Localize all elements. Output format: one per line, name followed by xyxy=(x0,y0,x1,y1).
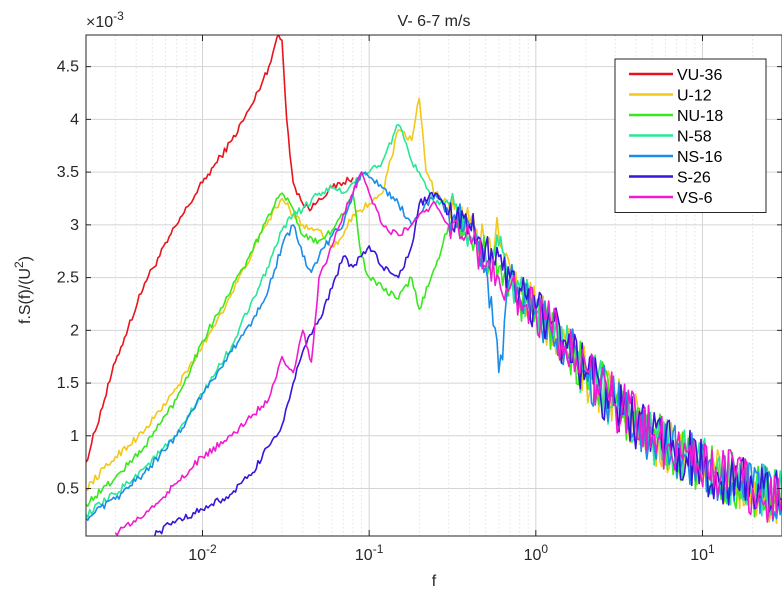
y-axis-label-main: f.S(f)/(U xyxy=(17,268,34,324)
x-tick-base: 10 xyxy=(690,547,708,564)
y-exponent-power: -3 xyxy=(113,9,124,23)
chart-title: V- 6-7 m/s xyxy=(398,13,471,30)
x-tick-base: 10 xyxy=(355,547,373,564)
y-tick-label: 2.5 xyxy=(57,270,79,287)
plot-frame xyxy=(85,34,782,537)
x-tick-exponent: -1 xyxy=(373,542,384,556)
x-tick-exponent: -2 xyxy=(206,542,217,556)
x-tick-base: 10 xyxy=(524,547,542,564)
axis-ticks: 0.511.522.533.544.510-2 10-1 100 101 xyxy=(57,35,782,564)
x-tick-label: 10-1 xyxy=(355,542,384,564)
y-tick-label: 2 xyxy=(70,322,79,339)
legend: VU-36 U-12 NU-18 N-58 NS-16 S-26 VS-6 xyxy=(614,58,767,213)
y-tick-label: 3.5 xyxy=(57,164,79,181)
series-lines xyxy=(86,35,782,536)
y-axis-label-sup: 2 xyxy=(12,261,26,268)
y-tick-label: 1.5 xyxy=(57,375,79,392)
y-exponent-label: ×10-3 xyxy=(86,9,124,31)
legend-label-vs-6: VS-6 xyxy=(677,190,713,207)
y-exponent-base: ×10 xyxy=(86,14,113,31)
y-tick-label: 1 xyxy=(70,428,79,445)
x-tick-exponent: 0 xyxy=(541,542,548,556)
x-tick-base: 10 xyxy=(188,547,206,564)
y-tick-label: 0.5 xyxy=(57,481,79,498)
y-axis-label-close: ) xyxy=(17,256,34,261)
legend-label-vu-36: VU-36 xyxy=(677,67,722,84)
y-tick-label: 4 xyxy=(70,111,79,128)
x-tick-label: 10-2 xyxy=(188,542,217,564)
legend-label-ns-16: NS-16 xyxy=(677,149,722,166)
x-tick-label: 101 xyxy=(690,542,715,564)
y-tick-label: 4.5 xyxy=(57,59,79,76)
legend-label-nu-18: NU-18 xyxy=(677,108,723,125)
y-axis-label: f.S(f)/(U2) xyxy=(12,256,34,324)
series-line-s-26 xyxy=(152,191,782,536)
x-tick-label: 100 xyxy=(524,542,549,564)
y-tick-label: 3 xyxy=(70,217,79,234)
x-tick-exponent: 1 xyxy=(708,542,715,556)
legend-label-u-12: U-12 xyxy=(677,88,712,105)
series-line-vs-6 xyxy=(114,171,782,536)
x-axis-label: f xyxy=(432,573,437,590)
legend-label-n-58: N-58 xyxy=(677,129,712,146)
legend-label-s-26: S-26 xyxy=(677,170,711,187)
